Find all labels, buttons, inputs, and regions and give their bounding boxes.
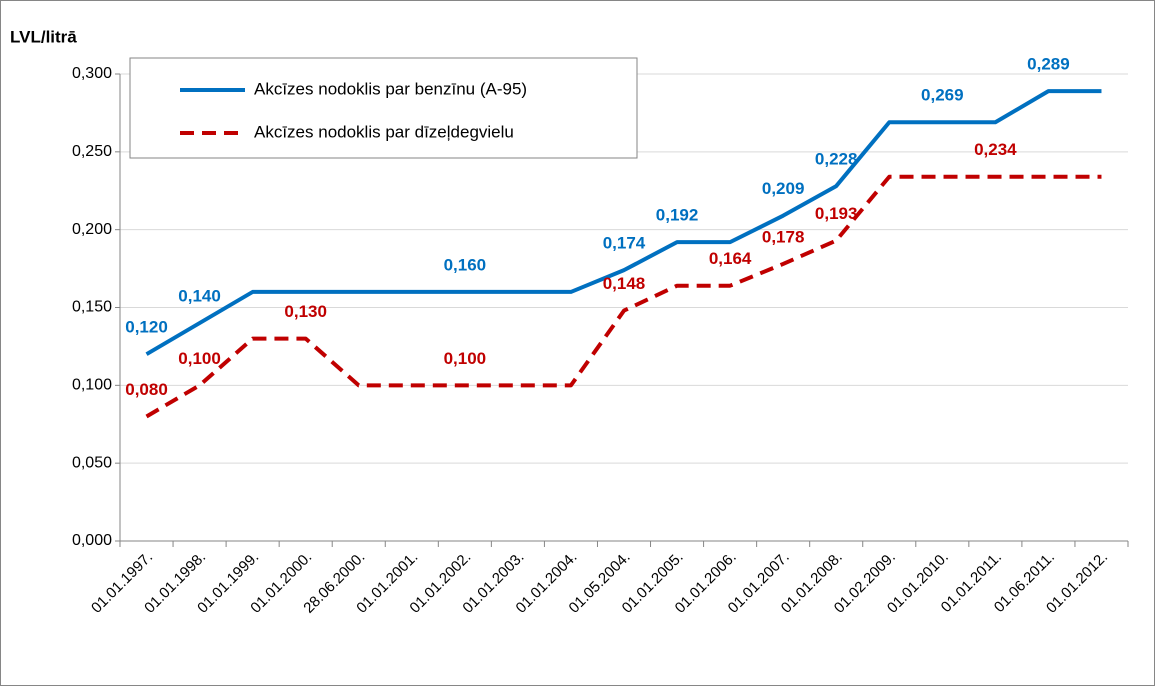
data-label: 0,193 xyxy=(815,204,858,223)
y-tick-label: 0,300 xyxy=(72,65,112,82)
legend-label: Akcīzes nodoklis par benzīnu (A-95) xyxy=(254,79,527,98)
y-tick-label: 0,200 xyxy=(72,221,112,238)
data-label: 0,164 xyxy=(709,249,752,268)
data-label: 0,100 xyxy=(444,349,487,368)
y-axis-label: LVL/litrā xyxy=(10,27,77,46)
data-label: 0,148 xyxy=(603,274,646,293)
data-label: 0,160 xyxy=(444,255,487,274)
data-label: 0,178 xyxy=(762,227,805,246)
data-label: 0,209 xyxy=(762,179,805,198)
data-label: 0,234 xyxy=(974,140,1017,159)
line xyxy=(145,174,1102,419)
data-label: 0,174 xyxy=(603,234,646,253)
data-label: 0,289 xyxy=(1027,55,1070,74)
data-label: 0,080 xyxy=(125,380,168,399)
data-label: 0,192 xyxy=(656,206,699,225)
data-label: 0,140 xyxy=(178,287,221,306)
line xyxy=(145,89,1102,356)
y-tick-label: 0,150 xyxy=(72,299,112,316)
legend-label: Akcīzes nodoklis par dīzeļdegvielu xyxy=(254,122,514,141)
data-label: 0,100 xyxy=(178,349,221,368)
data-label: 0,269 xyxy=(921,86,964,105)
data-label: 0,228 xyxy=(815,150,858,169)
data-label: 0,120 xyxy=(125,318,168,337)
y-tick-label: 0,000 xyxy=(72,532,112,549)
y-tick-label: 0,050 xyxy=(72,454,112,471)
y-tick-label: 0,250 xyxy=(72,143,112,160)
legend-box xyxy=(129,57,638,159)
y-tick-label: 0,100 xyxy=(72,377,112,394)
data-label: 0,130 xyxy=(284,302,327,321)
